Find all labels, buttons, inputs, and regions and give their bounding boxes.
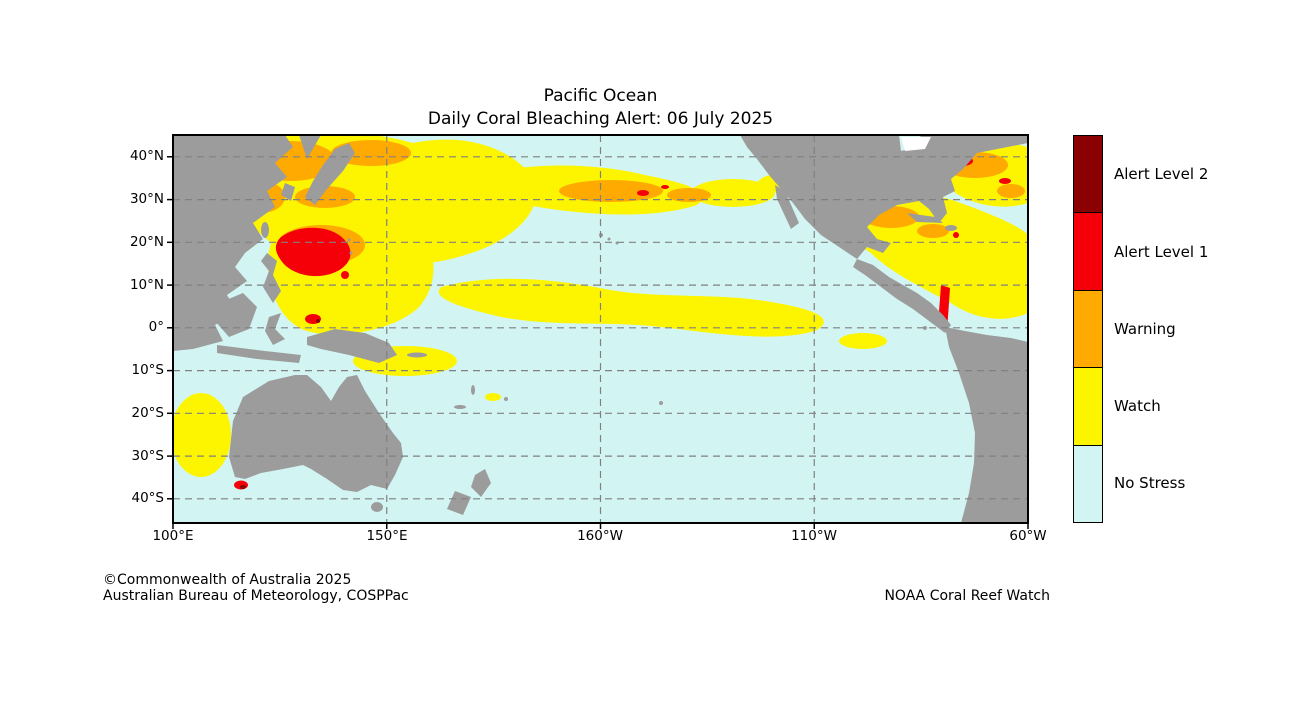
land-fiji — [504, 397, 508, 401]
legend-label-warning: Warning — [1114, 320, 1176, 338]
land-tasmania — [371, 502, 383, 512]
land-baja-california — [775, 185, 799, 229]
x-tick-150e: 150°E — [366, 528, 408, 544]
land-sulawesi — [265, 313, 285, 345]
x-tick-60w: 60°W — [1009, 528, 1047, 544]
land-sumatra — [173, 283, 211, 321]
y-tick-20n: 20°N — [129, 234, 164, 250]
y-tick-20s: 20°S — [131, 405, 165, 421]
map-title-product: Daily Coral Bleaching Alert: 06 July 202… — [427, 109, 774, 129]
land-japan — [305, 143, 355, 205]
colorbar-watch — [1074, 367, 1102, 445]
legend-label-no-stress: No Stress — [1114, 474, 1186, 492]
copyright-line: ©Commonwealth of Australia 2025 — [103, 572, 352, 588]
great-lakes-white-region — [901, 137, 931, 151]
land-new-zealand-north — [471, 469, 491, 497]
land-solomons — [407, 352, 427, 358]
y-tick-40n: 40°N — [129, 148, 164, 164]
land-cuba — [907, 213, 943, 223]
legend-label-watch: Watch — [1114, 397, 1161, 415]
land-new-guinea — [307, 329, 397, 363]
land-hispaniola — [945, 225, 957, 231]
colorbar-warning — [1074, 289, 1102, 368]
land-central-america — [853, 259, 951, 333]
land-galapagos — [923, 326, 927, 330]
land-marianas — [347, 238, 351, 242]
noaa-attribution: NOAA Coral Reef Watch — [884, 588, 1050, 604]
land-asia — [173, 135, 293, 351]
alert-level-colorbar — [1073, 135, 1103, 523]
land-taiwan — [261, 222, 269, 238]
land-kamchatka — [299, 135, 321, 159]
land-philippines — [261, 253, 281, 303]
land-vanuatu — [471, 385, 475, 395]
y-tick-0: 0° — [148, 319, 164, 335]
land-south-america — [945, 327, 1028, 523]
x-tick-160w: 160°W — [577, 528, 623, 544]
gridlines — [173, 135, 1028, 523]
map-border — [172, 134, 1029, 524]
y-tick-10n: 10°N — [129, 277, 164, 293]
map-title-region: Pacific Ocean — [543, 86, 658, 106]
colorbar-alert-level-1 — [1074, 212, 1102, 290]
land-australia — [229, 375, 403, 492]
land-new-caledonia — [454, 405, 466, 409]
land-new-zealand-south — [447, 491, 471, 515]
land-north-america — [740, 135, 1028, 259]
x-tick-110w: 110°W — [791, 528, 837, 544]
y-tick-10s: 10°S — [131, 362, 165, 378]
land-borneo — [215, 293, 257, 337]
legend-label-alert-level-1: Alert Level 1 — [1114, 243, 1209, 261]
legend-label-alert-level-2: Alert Level 2 — [1114, 165, 1209, 183]
y-tick-30s: 30°S — [131, 448, 165, 464]
x-tick-100e: 100°E — [152, 528, 194, 544]
landmasses — [173, 135, 1028, 523]
pacific-map — [167, 134, 1029, 529]
land-java — [217, 345, 301, 363]
land-korea — [281, 183, 295, 201]
land-tahiti — [659, 401, 663, 405]
colorbar-no-stress — [1074, 444, 1102, 523]
colorbar-alert-level-2 — [1074, 136, 1102, 213]
bureau-attribution-line: Australian Bureau of Meteorology, COSPPa… — [103, 588, 409, 604]
y-tick-40s: 40°S — [131, 490, 165, 506]
land-guam — [349, 251, 353, 255]
land-hawaii-2 — [607, 237, 611, 241]
y-tick-30n: 30°N — [129, 191, 164, 207]
